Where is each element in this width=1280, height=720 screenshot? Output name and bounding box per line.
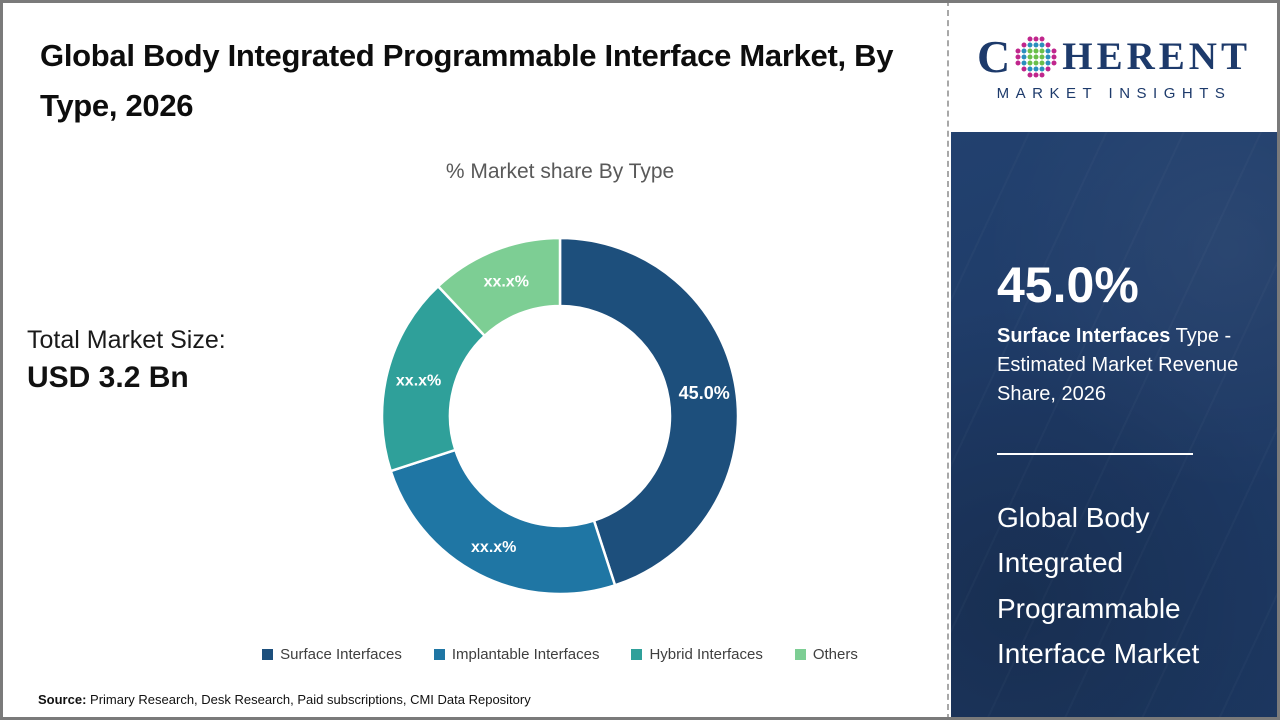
logo-globe-dot (1039, 54, 1045, 59)
logo-globe-dot (1021, 54, 1027, 59)
logo-globe-dot (1027, 66, 1033, 71)
logo-globe-dot (1033, 36, 1039, 41)
legend-label: Implantable Interfaces (451, 646, 600, 663)
panel-divider-dashed-line (947, 0, 949, 720)
legend-label: Others (812, 646, 858, 663)
source-line: Source: Primary Research, Desk Research,… (38, 692, 531, 707)
total-market-size-label: Total Market Size: (27, 326, 226, 354)
logo-letter-c: C (977, 30, 1011, 82)
logo-globe-dot (1015, 60, 1021, 65)
logo-globe-dot (1045, 66, 1051, 71)
legend-swatch-icon (794, 649, 806, 660)
source-label: Source: (38, 692, 87, 707)
logo-globe-dot (1021, 48, 1027, 53)
page-title: Global Body Integrated Programmable Inte… (40, 38, 894, 123)
logo-globe-dot (1045, 42, 1051, 47)
logo-globe-dot (1033, 72, 1039, 77)
total-market-size-value: USD 3.2 Bn (27, 361, 189, 394)
logo-globe-dot (1033, 42, 1039, 47)
legend-swatch-icon (262, 649, 274, 660)
donut-segment-others (436, 236, 562, 338)
coherent-logo: C HERENT (977, 30, 1251, 82)
sidebar-stat-desc-rest: Type - Estimated Market Revenue Share, 2… (997, 325, 1239, 405)
donut-segment-label: xx.x% (471, 539, 516, 556)
logo-globe-dot (1015, 54, 1021, 59)
donut-chart: 45.0% xx.x% xx.x% xx.x% (380, 236, 740, 596)
logo-word-rest: HERENT (1062, 35, 1251, 78)
chart-legend: Surface Interfaces Implantable Interfaces… (160, 646, 960, 663)
logo-globe-dot (1027, 54, 1033, 59)
logo-globe-dot (1045, 60, 1051, 65)
logo-globe-dot (1045, 48, 1051, 53)
sidebar-stat-segment-name: Surface Interfaces (997, 325, 1171, 347)
logo-globe-dot (1033, 66, 1039, 71)
logo-globe-dot (1039, 42, 1045, 47)
logo-globe-icon (1015, 36, 1057, 77)
legend-swatch-icon (631, 649, 643, 660)
logo-globe-dot (1027, 42, 1033, 47)
sidebar-stat-value: 45.0% (997, 257, 1139, 313)
sidebar-market-name: Global Body Integrated Programmable Inte… (997, 502, 1200, 670)
legend-item-others: Others (794, 646, 858, 663)
sidebar-stat-description: Surface Interfaces Type - Estimated Mark… (997, 322, 1252, 409)
logo-globe-dot (1039, 66, 1045, 71)
legend-item-hybrid-interfaces: Hybrid Interfaces (631, 646, 763, 663)
logo-globe-dot (1015, 48, 1021, 53)
logo-globe-dot (1033, 48, 1039, 53)
donut-segment-label: 45.0% (679, 383, 730, 403)
logo-globe-dot (1051, 60, 1057, 65)
legend-item-implantable-interfaces: Implantable Interfaces (433, 646, 600, 663)
logo-globe-dot (1039, 48, 1045, 53)
logo-globe-dot (1033, 60, 1039, 65)
logo-globe-dot (1027, 72, 1033, 77)
logo-globe-dot (1021, 60, 1027, 65)
logo-globe-dot (1051, 48, 1057, 53)
legend-label: Surface Interfaces (280, 646, 402, 663)
logo-globe-dot (1021, 66, 1027, 71)
logo-box: C HERENT MARKET INSIGHTS (951, 3, 1277, 132)
total-market-size-block: Total Market Size: USD 3.2 Bn (27, 326, 226, 395)
donut-segment-surface-interfaces (558, 236, 740, 587)
legend-swatch-icon (433, 649, 445, 660)
logo-globe-dot (1027, 48, 1033, 53)
donut-segment-implantable-interfaces (389, 448, 617, 596)
logo-globe-dot (1039, 72, 1045, 77)
sidebar: 45.0% Surface Interfaces Type - Estimate… (951, 132, 1277, 717)
logo-globe-dot (1039, 36, 1045, 41)
chart-subtitle: % Market share By Type (445, 160, 675, 183)
donut-segment-label: xx.x% (484, 273, 529, 290)
logo-globe-dot (1033, 54, 1039, 59)
legend-label: Hybrid Interfaces (649, 646, 763, 663)
logo-globe-dot (1021, 42, 1027, 47)
logo-globe-dot (1051, 54, 1057, 59)
donut-segment-label: xx.x% (396, 373, 441, 390)
donut-chart-container: 45.0% xx.x% xx.x% xx.x% (370, 226, 750, 606)
logo-globe-dot (1027, 60, 1033, 65)
logo-globe-dot (1027, 36, 1033, 41)
logo-globe-dot (1045, 54, 1051, 59)
logo-subtitle: MARKET INSIGHTS (996, 84, 1232, 102)
logo-globe-dot (1039, 60, 1045, 65)
legend-item-surface-interfaces: Surface Interfaces (262, 646, 402, 663)
sidebar-divider-line (997, 453, 1193, 455)
source-text: Primary Research, Desk Research, Paid su… (86, 692, 531, 707)
